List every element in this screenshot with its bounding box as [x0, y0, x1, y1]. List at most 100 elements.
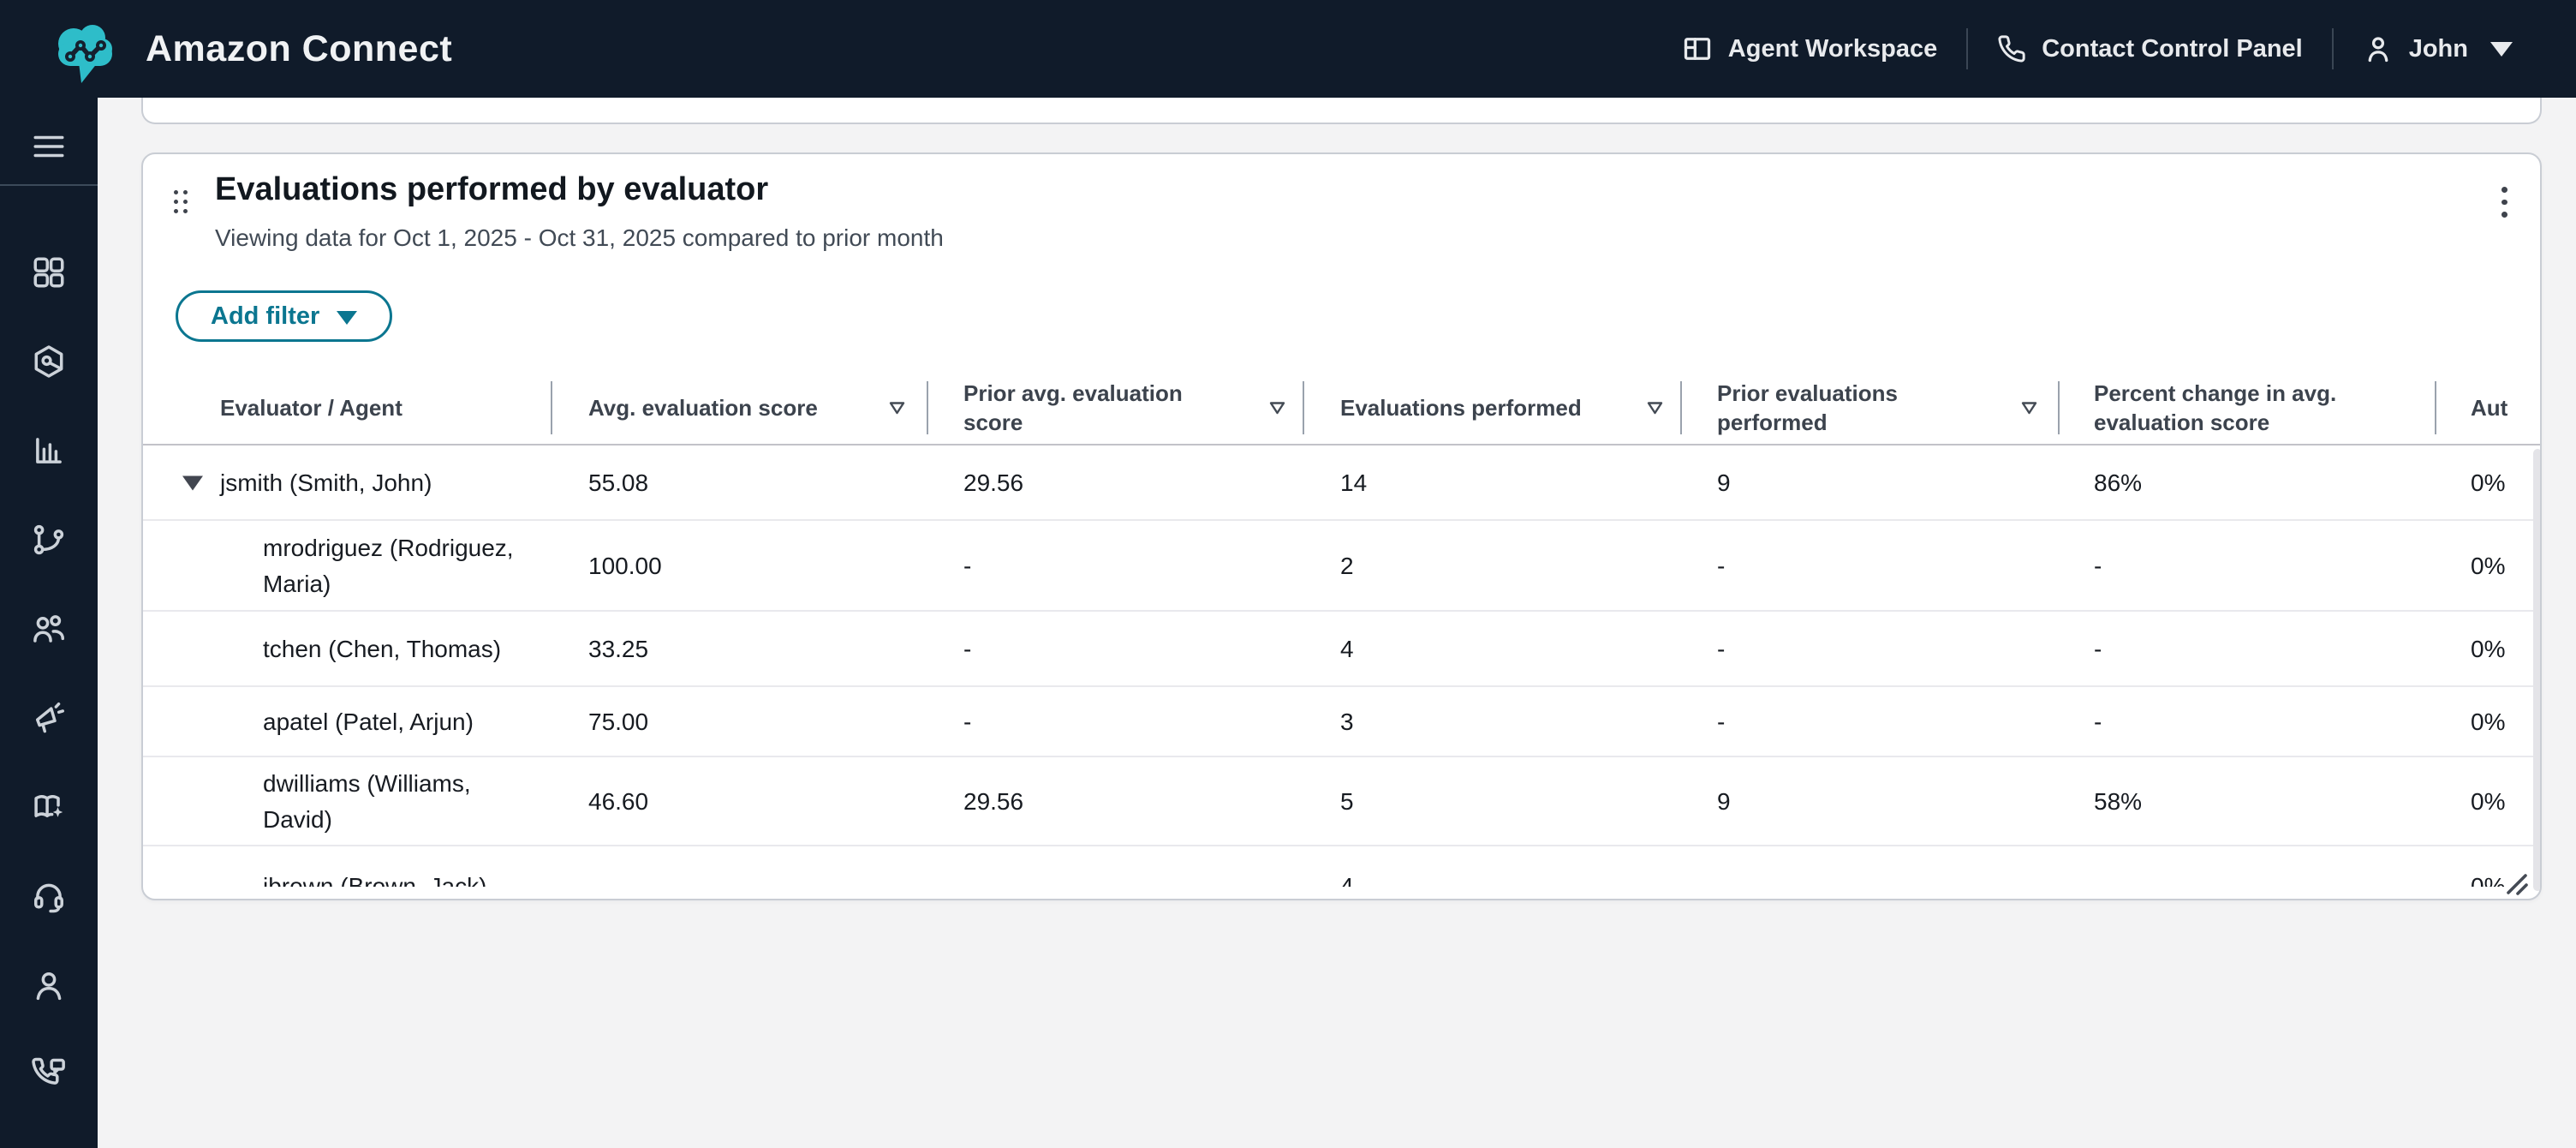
auto-value: 0% [2471, 553, 2506, 579]
column-header-prior-avg-score[interactable]: Prior avg. evaluation score [963, 380, 1183, 435]
table-row[interactable]: jsmith (Smith, John) 55.08 29.56 14 9 86… [143, 447, 2540, 521]
contact-control-panel-link[interactable]: Contact Control Panel [1968, 34, 2332, 63]
add-filter-button[interactable]: Add filter [176, 290, 393, 342]
pct-change-value: - [2094, 636, 2102, 662]
pct-change-value: 58% [2094, 788, 2143, 815]
bar-chart-icon [36, 438, 62, 463]
headset-icon [34, 883, 63, 913]
table-row: apatel (Patel, Arjun) 75.00 - 3 - - 0% [143, 689, 2540, 757]
performed-value: 5 [1340, 788, 1354, 815]
column-divider [1303, 381, 1304, 434]
menu-icon [33, 135, 64, 158]
agent-name: jbrown (Brown, Jack) [263, 873, 487, 887]
column-divider [2058, 381, 2060, 434]
prior-performed-value: - [1717, 636, 1726, 662]
table-row: mrodriguez (Rodriguez, Maria) 100.00 - 2… [143, 523, 2540, 612]
brand-title: Amazon Connect [146, 27, 453, 69]
branch-icon [33, 524, 64, 555]
performed-value: 2 [1340, 553, 1354, 579]
pct-change-value: 86% [2094, 469, 2143, 496]
agent-name: apatel (Patel, Arjun) [263, 709, 474, 735]
prior-avg-value: 29.56 [963, 469, 1024, 496]
prior-performed-value: 9 [1717, 788, 1731, 815]
evaluations-table: Evaluator / Agent Avg. evaluation score … [143, 372, 2540, 887]
phone-icon [1998, 35, 2025, 63]
performed-value: 14 [1340, 469, 1368, 496]
agent-name: dwilliams (Williams, David) [263, 770, 471, 833]
auto-value: 0% [2471, 469, 2506, 496]
prior-avg-value: - [963, 553, 972, 579]
pct-change-value: - [2094, 873, 2102, 887]
sort-caret-icon[interactable] [1268, 400, 1286, 416]
users-icon [33, 615, 65, 643]
avg-score-value: 100.00 [588, 553, 662, 579]
person-icon [36, 972, 62, 1001]
sidebar-item-contacts[interactable] [30, 1055, 68, 1093]
avg-score-value: - [588, 873, 597, 887]
workspace-layout-icon [1684, 38, 1710, 60]
avg-score-value: 55.08 [588, 469, 649, 496]
evaluations-widget-card: Evaluations performed by evaluator Viewi… [141, 152, 2542, 900]
sort-caret-icon[interactable] [888, 400, 906, 416]
widget-drag-handle-icon[interactable] [174, 190, 193, 214]
megaphone-icon [35, 702, 65, 733]
widget-resize-handle-icon[interactable] [2500, 867, 2529, 896]
table-row: dwilliams (Williams, David) 46.60 29.56 … [143, 759, 2540, 846]
brand[interactable]: Amazon Connect [48, 10, 452, 87]
sidebar-item-support[interactable] [30, 877, 68, 915]
prior-performed-value: - [1717, 873, 1726, 887]
phone-chat-icon [32, 1057, 65, 1085]
table-row-clipped: jbrown (Brown, Jack) - - 4 - - 0% [143, 848, 2540, 887]
menu-toggle[interactable] [30, 128, 68, 165]
column-header-evaluations-performed[interactable]: Evaluations performed [1340, 395, 1582, 421]
column-divider [927, 381, 928, 434]
table-row: tchen (Chen, Thomas) 33.25 - 4 - - 0% [143, 613, 2540, 687]
widget-title: Evaluations performed by evaluator [215, 171, 769, 207]
sidebar-item-profile[interactable] [30, 966, 68, 1004]
avg-score-value: 75.00 [588, 709, 649, 735]
table-vertical-scrollbar[interactable] [2533, 449, 2540, 891]
prior-avg-value: - [963, 636, 972, 662]
agent-workspace-link[interactable]: Agent Workspace [1653, 33, 1966, 64]
sidebar-item-campaigns[interactable] [30, 699, 68, 737]
prior-performed-value: - [1717, 709, 1726, 735]
sidebar-item-analytics[interactable] [30, 432, 68, 469]
top-navigation-bar: Amazon Connect Agent Workspace Contact C… [0, 0, 2576, 98]
sidebar-item-dashboard[interactable] [30, 254, 68, 291]
row-expand-caret[interactable] [182, 475, 203, 491]
hexagon-node-icon [34, 345, 63, 378]
column-header-prior-evaluations-performed[interactable]: Prior evaluations performed [1717, 380, 1898, 435]
column-header-avg-score[interactable]: Avg. evaluation score [588, 395, 818, 421]
caret-down-icon [337, 310, 358, 325]
sidebar-item-flows[interactable] [30, 521, 68, 559]
sidebar-item-metrics[interactable] [30, 343, 68, 380]
pct-change-value: - [2094, 553, 2102, 579]
widget-subtitle: Viewing data for Oct 1, 2025 - Oct 31, 2… [215, 224, 944, 251]
add-filter-label: Add filter [211, 302, 320, 330]
top-nav-links: Agent Workspace Contact Control Panel Jo… [1653, 0, 2542, 98]
widget-kebab-menu-icon[interactable] [2490, 187, 2519, 218]
auto-value: 0% [2471, 873, 2506, 887]
sort-caret-icon[interactable] [1646, 400, 1664, 416]
contact-control-panel-label: Contact Control Panel [2042, 34, 2303, 63]
prior-avg-value: - [963, 873, 972, 887]
sidebar-item-knowledge[interactable] [30, 788, 68, 826]
sort-caret-icon[interactable] [2020, 400, 2038, 416]
caret-down-icon [2490, 41, 2513, 57]
sidebar-item-users[interactable] [30, 610, 68, 648]
pct-change-value: - [2094, 709, 2102, 735]
auto-value: 0% [2471, 709, 2506, 735]
connect-cloud-logo [58, 25, 112, 83]
agent-name: tchen (Chen, Thomas) [263, 636, 502, 662]
topnav-separator [2331, 28, 2334, 69]
sidebar-divider [0, 184, 98, 186]
user-menu[interactable]: John [2334, 33, 2542, 64]
avg-score-value: 33.25 [588, 636, 649, 662]
column-divider [2435, 381, 2436, 434]
agent-workspace-label: Agent Workspace [1727, 34, 1938, 63]
table-header-row: Evaluator / Agent Avg. evaluation score … [143, 372, 2540, 445]
auto-value: 0% [2471, 636, 2506, 662]
user-icon [2368, 37, 2388, 63]
agent-name: mrodriguez (Rodriguez, Maria) [263, 535, 514, 597]
